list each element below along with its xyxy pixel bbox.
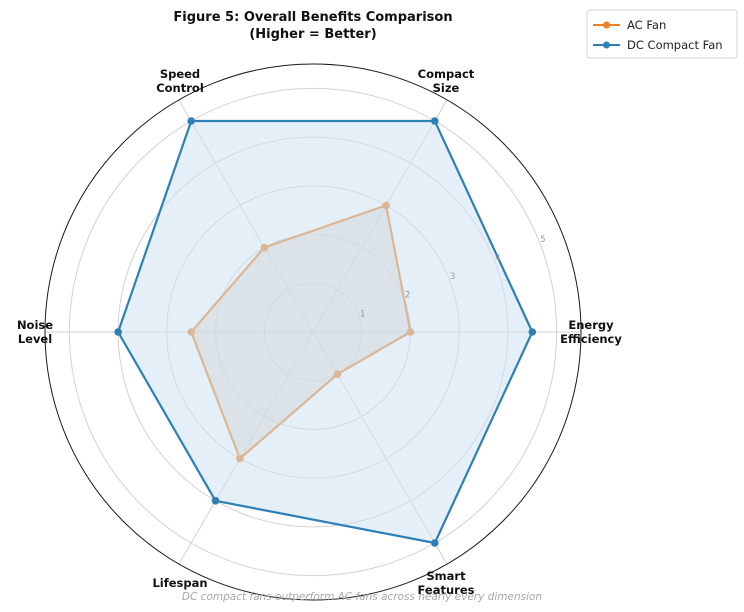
r-tick-label-2: 2 xyxy=(405,291,410,301)
radar-series xyxy=(114,117,537,547)
legend-label-dc-compact-fan: DC Compact Fan xyxy=(627,38,723,52)
data-point-dc-compact-fan-lifespan xyxy=(211,497,220,505)
axis-label-noise-level: Noise Level xyxy=(17,318,53,346)
chart-title-line-1: Figure 5: Overall Benefits Comparison xyxy=(173,10,452,25)
legend-label-ac-fan: AC Fan xyxy=(627,18,666,32)
data-point-dc-compact-fan-energy-efficiency xyxy=(528,328,537,336)
legend-marker-ac-fan xyxy=(603,21,610,29)
series-area-dc-compact-fan xyxy=(118,121,533,543)
chart-title-line-2: (Higher = Better) xyxy=(249,27,376,42)
axis-label-lifespan: Lifespan xyxy=(152,576,207,590)
axis-label-energy-efficiency: Energy Efficiency xyxy=(560,318,622,346)
data-point-dc-compact-fan-speed-control xyxy=(187,117,195,125)
r-tick-label-1: 1 xyxy=(360,309,365,319)
axis-label-compact-size: Compact Size xyxy=(418,67,475,95)
axis-label-speed-control: Speed Control xyxy=(156,67,204,95)
outer-frame xyxy=(44,63,582,601)
legend-marker-dc-compact-fan xyxy=(603,41,610,49)
chart-caption: DC compact fans outperform AC fans acros… xyxy=(182,591,542,603)
radar-labels: 1 2 3 4 5 Energy Efficiency Compact Size Speed Con… xyxy=(17,67,622,597)
legend: AC Fan DC Compact Fan xyxy=(586,9,738,59)
axis-label-smart-features: Smart Features xyxy=(418,569,475,597)
data-point-dc-compact-fan-noise-level xyxy=(114,328,122,336)
series-dc-compact-fan xyxy=(114,117,537,547)
r-tick-label-3: 3 xyxy=(450,272,455,282)
r-tick-label-4: 4 xyxy=(495,253,500,263)
data-point-dc-compact-fan-smart-features xyxy=(431,539,439,547)
legend-frame xyxy=(586,9,738,59)
data-point-dc-compact-fan-compact-size xyxy=(431,117,439,125)
r-tick-label-5: 5 xyxy=(540,235,545,245)
